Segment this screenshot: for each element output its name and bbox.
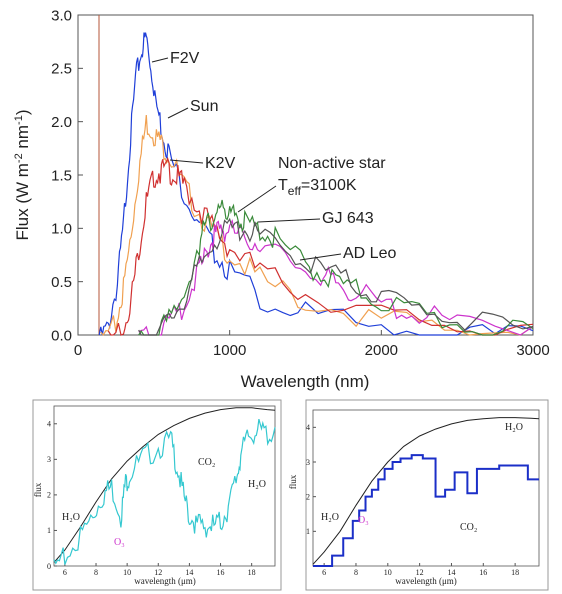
y-tick-label: 2	[306, 492, 310, 501]
right-label-co2: CO₂	[460, 522, 477, 533]
right-series-group	[312, 417, 540, 567]
pointer-teff	[237, 185, 277, 213]
main-plot-frame	[77, 14, 534, 336]
y-tick-label: 1.0	[51, 221, 72, 238]
left-y-label: flux	[33, 482, 43, 497]
x-tick-label: 2000	[365, 342, 398, 359]
series-line-non-active-star-t-eff-3100k	[138, 217, 534, 336]
x-tick-label: 8	[354, 568, 358, 577]
y-tick-label: 2	[47, 491, 51, 500]
main-flux-chart: 0 1000 2000 3000 0.0 0.5 1.0 1.5 2.0 2.5 3.0 Flux …	[13, 7, 550, 391]
x-tick-label: 10	[384, 568, 392, 577]
y-tick-label: 0	[47, 562, 51, 571]
series-line-spectrum	[53, 418, 276, 565]
right-label-o3: O₃	[358, 515, 369, 526]
right-x-label: wavelength (μm)	[395, 576, 457, 586]
x-tick-label: 18	[511, 568, 519, 577]
y-tick-label: 4	[306, 423, 310, 432]
series-line-blackbody	[53, 407, 276, 563]
x-tick-label: 10	[123, 568, 131, 577]
label-f2v: F2V	[170, 50, 200, 67]
series-line-k2v	[107, 156, 534, 336]
y-tick-label: 1	[306, 527, 310, 536]
y-tick-label: 0.5	[51, 274, 72, 291]
x-tick-label: 14	[447, 568, 455, 577]
y-tick-label: 3	[47, 455, 51, 464]
x-tick-label: 12	[416, 568, 424, 577]
x-tick-label: 18	[248, 568, 256, 577]
x-tick-label: 14	[185, 568, 193, 577]
right-panel-border	[305, 399, 549, 591]
y-tick-label: 1.5	[51, 167, 72, 184]
main-axis-ticks: 0 1000 2000 3000 0.0 0.5 1.0 1.5 2.0 2.5 3.0	[51, 7, 550, 359]
series-line-ad-leo	[138, 199, 534, 336]
y-tick-label: 1	[47, 526, 51, 535]
x-axis-label: Wavelength (nm)	[241, 372, 370, 391]
label-adleo: AD Leo	[343, 245, 396, 262]
x-tick-label: 3000	[516, 342, 549, 359]
right-label-h2o-left: H₂O	[321, 512, 339, 523]
label-teff: Teff=3100K	[278, 177, 357, 198]
x-tick-label: 8	[94, 568, 98, 577]
pointer-adleo	[299, 253, 342, 261]
y-tick-label: 4	[47, 420, 51, 429]
left-x-label: wavelength (μm)	[134, 576, 196, 586]
right-y-label: flux	[288, 474, 298, 489]
left-label-h2o-left: H₂O	[62, 512, 80, 523]
left-label-co2: CO₂	[198, 457, 215, 468]
y-tick-label: 3.0	[51, 7, 72, 24]
label-nonactive: Non-active star	[278, 155, 386, 172]
x-tick-label: 16	[217, 568, 225, 577]
y-axis-label: Flux (W m-2 nm-1)	[13, 109, 32, 240]
pointer-sun	[167, 107, 189, 119]
series-line-blackbody	[312, 417, 540, 565]
pointer-k2v	[169, 159, 204, 164]
series-line-binned-spectrum	[313, 454, 539, 567]
pointer-gj643	[257, 218, 321, 223]
right-plot-frame	[312, 409, 540, 567]
x-tick-label: 16	[479, 568, 487, 577]
series-line-gj-643	[138, 219, 534, 336]
x-tick-label: 0	[74, 342, 82, 359]
y-tick-label: 2.0	[51, 114, 72, 131]
left-series-group	[53, 407, 276, 565]
x-tick-label: 1000	[213, 342, 246, 359]
pointer-f2v	[151, 57, 169, 63]
label-gj643: GJ 643	[322, 210, 374, 227]
y-tick-label: 0.0	[51, 327, 72, 344]
left-label-o3: O₃	[114, 537, 125, 548]
left-plot-frame	[53, 405, 276, 567]
right-label-h2o-top: H₂O	[505, 422, 523, 433]
y-tick-label: 3	[306, 458, 310, 467]
label-k2v: K2V	[205, 155, 236, 172]
x-tick-label: 12	[154, 568, 162, 577]
x-tick-label: 6	[63, 568, 67, 577]
left-label-h2o-right: H₂O	[248, 479, 266, 490]
y-tick-label: 2.5	[51, 61, 72, 78]
label-sun: Sun	[190, 98, 218, 115]
left-panel-border	[32, 399, 282, 591]
x-tick-label: 6	[322, 568, 326, 577]
